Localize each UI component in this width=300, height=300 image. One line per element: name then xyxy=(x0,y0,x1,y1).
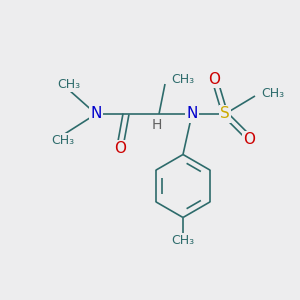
Text: CH₃: CH₃ xyxy=(51,134,75,147)
Text: CH₃: CH₃ xyxy=(262,86,285,100)
Text: CH₃: CH₃ xyxy=(171,234,195,247)
Text: N: N xyxy=(90,106,102,122)
Text: O: O xyxy=(208,72,220,87)
Text: O: O xyxy=(114,141,126,156)
Text: H: H xyxy=(152,118,162,132)
Text: CH₃: CH₃ xyxy=(172,73,195,86)
Text: CH₃: CH₃ xyxy=(57,78,81,91)
Text: S: S xyxy=(220,106,230,122)
Text: N: N xyxy=(186,106,198,122)
Text: O: O xyxy=(243,132,255,147)
